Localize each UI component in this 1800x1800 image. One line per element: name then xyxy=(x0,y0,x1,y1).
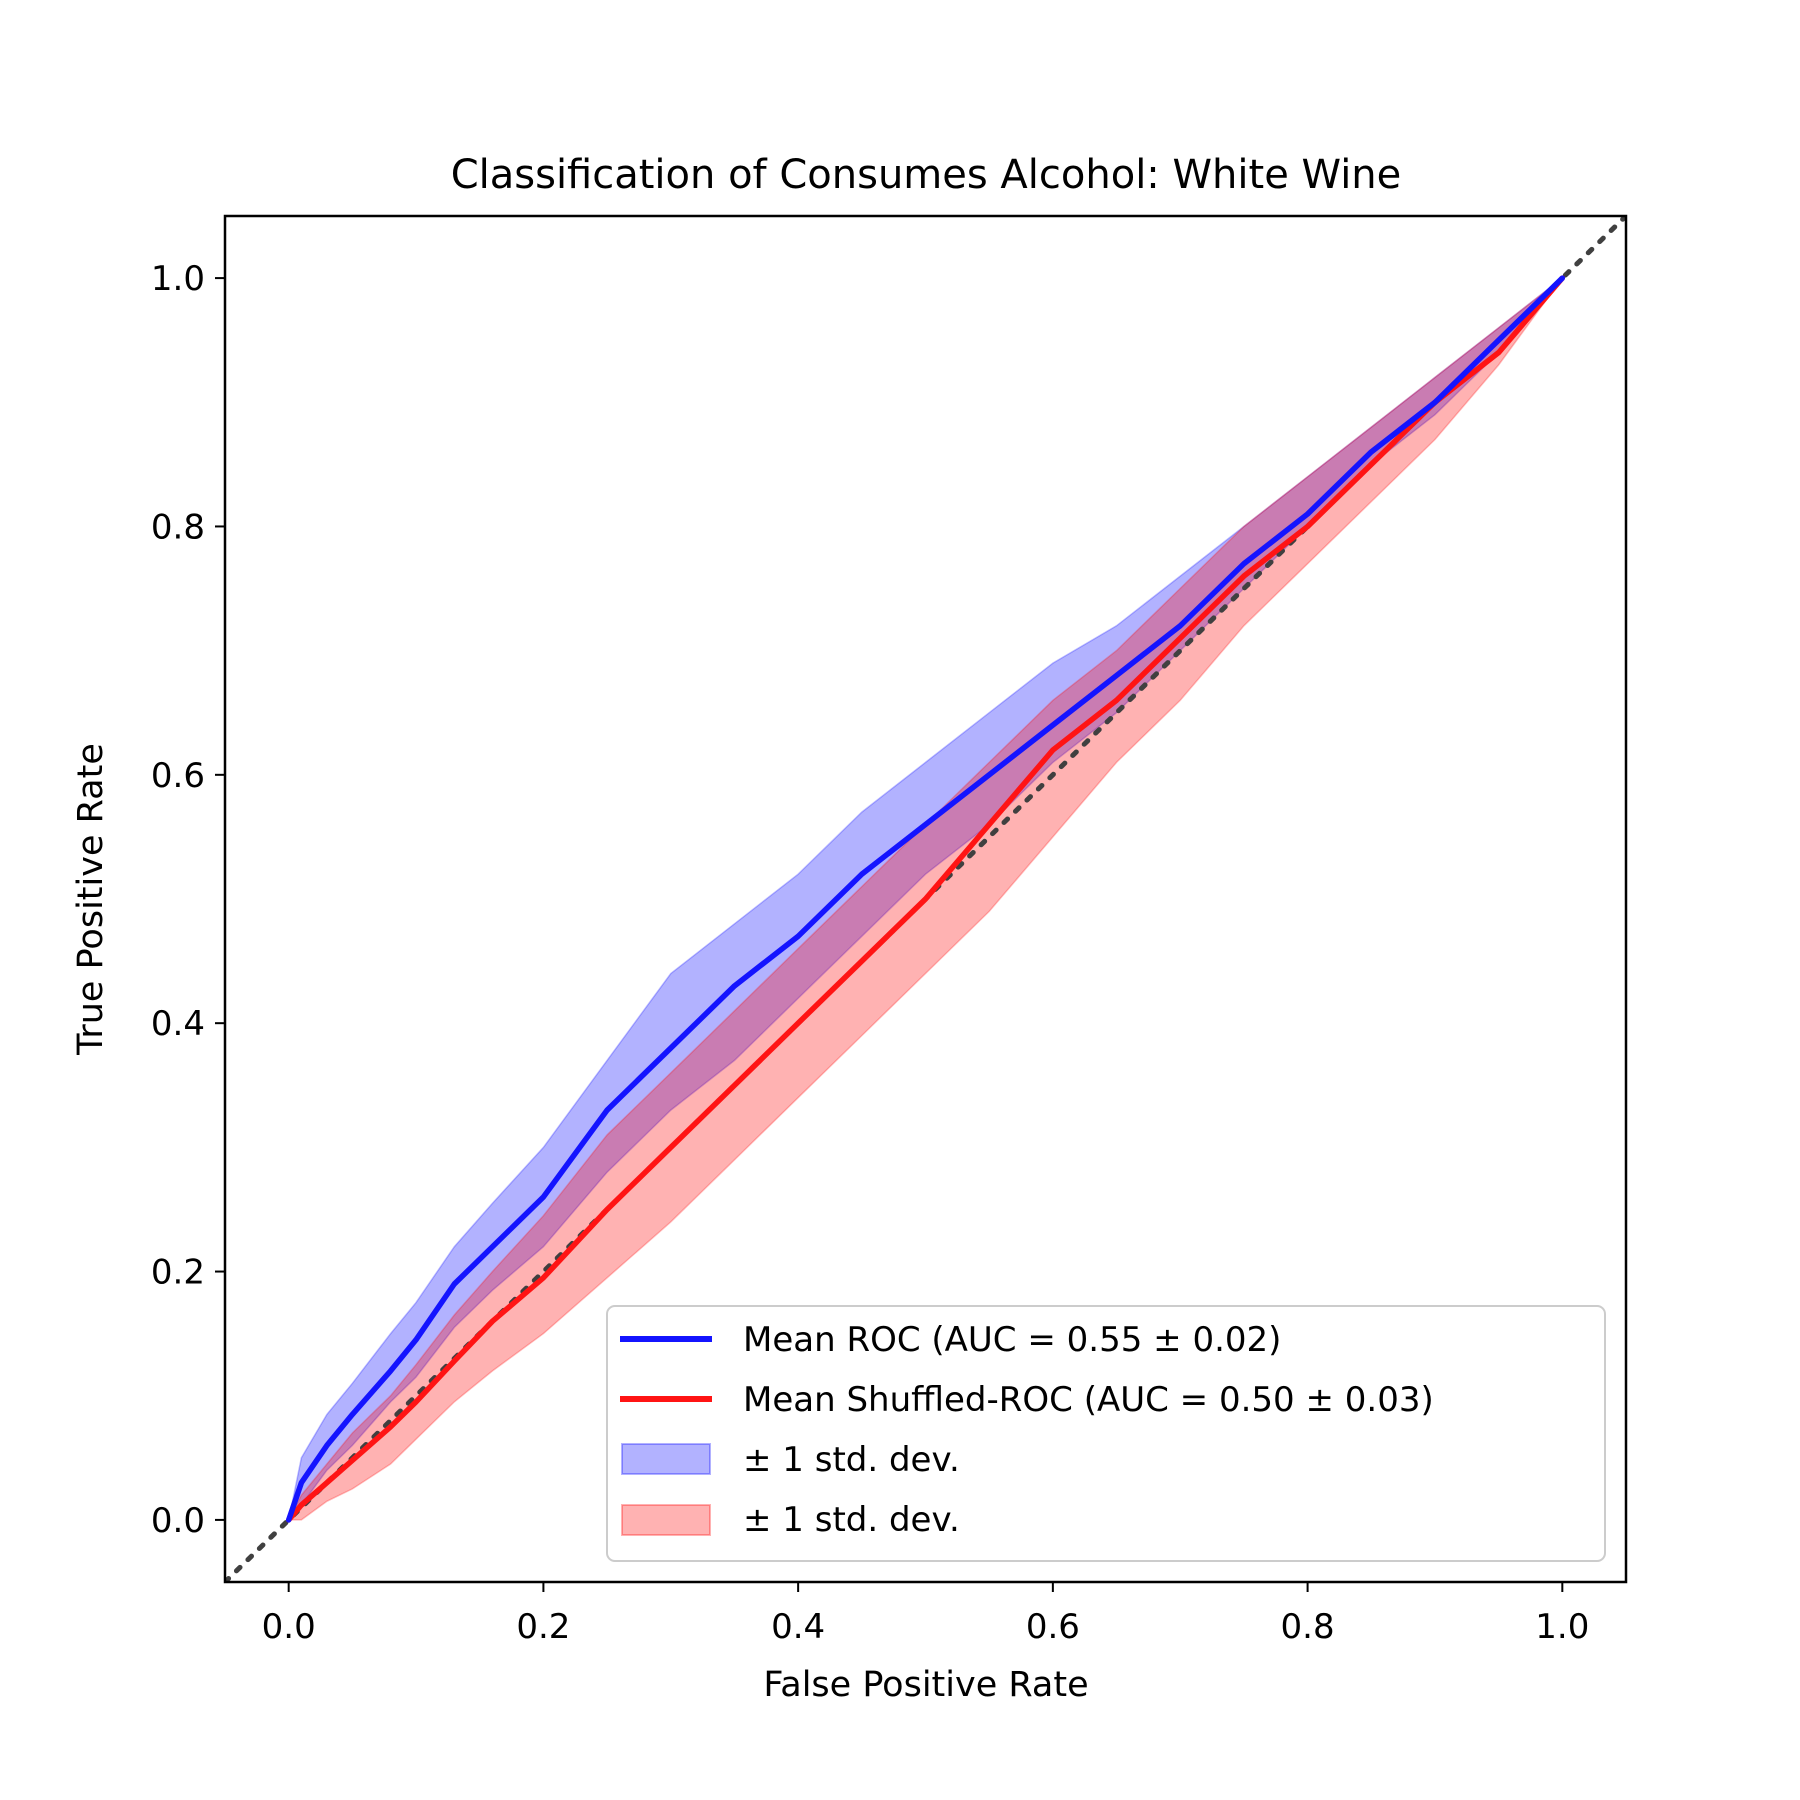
y-axis-label: True Positive Rate xyxy=(71,743,111,1056)
y-tick-label: 1.0 xyxy=(151,259,205,299)
y-tick-label: 0.8 xyxy=(151,507,205,547)
legend-label-blue-band: ± 1 std. dev. xyxy=(743,1440,960,1480)
mean-roc-lines xyxy=(285,275,1566,1523)
x-axis-ticks: 0.0 0.2 0.4 0.6 0.8 1.0 xyxy=(262,1582,1589,1647)
legend-label-red-band: ± 1 std. dev. xyxy=(743,1500,960,1540)
x-axis-label: False Positive Rate xyxy=(763,1665,1088,1705)
x-tick-label: 0.2 xyxy=(516,1607,570,1647)
legend-label-mean-roc: Mean ROC (AUC = 0.55 ± 0.02) xyxy=(743,1320,1281,1360)
mean-shuffled-roc-line xyxy=(285,275,1566,1523)
legend-box xyxy=(606,1305,1606,1562)
plot-area xyxy=(225,216,1626,1582)
legend: Mean ROC (AUC = 0.55 ± 0.02) Mean Shuffl… xyxy=(606,1305,1606,1562)
y-tick-label: 0.0 xyxy=(151,1501,205,1541)
y-tick-label: 0.4 xyxy=(151,1004,205,1044)
x-tick-label: 0.8 xyxy=(1281,1607,1335,1647)
x-tick-label: 0.4 xyxy=(771,1607,825,1647)
legend-swatch-blue-band xyxy=(621,1443,711,1475)
legend-swatch-red-band xyxy=(621,1504,711,1536)
legend-label-shuffled-roc: Mean Shuffled-ROC (AUC = 0.50 ± 0.03) xyxy=(743,1380,1434,1420)
x-tick-label: 0.6 xyxy=(1026,1607,1080,1647)
x-tick-label: 1.0 xyxy=(1535,1607,1589,1647)
y-tick-label: 0.6 xyxy=(151,756,205,796)
x-tick-label: 0.0 xyxy=(262,1607,316,1647)
plot-frame xyxy=(223,214,1628,1584)
y-axis-ticks: 0.0 0.2 0.4 0.6 0.8 1.0 xyxy=(151,259,225,1541)
chart-title: Classification of Consumes Alcohol: Whit… xyxy=(451,152,1402,198)
mean-roc-line xyxy=(285,275,1566,1523)
y-tick-label: 0.2 xyxy=(151,1253,205,1293)
